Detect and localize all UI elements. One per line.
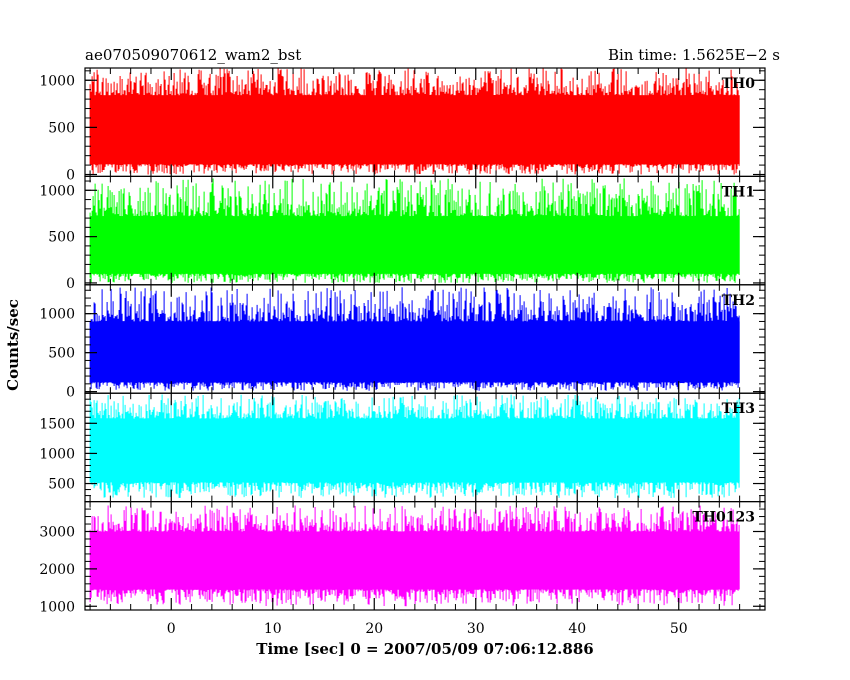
- series-line-th2: [89, 287, 740, 391]
- panel-label-th1: TH1: [722, 184, 755, 200]
- panel-th3: 500 1000 1500 TH3: [39, 392, 766, 503]
- y-tick-label: 1500: [39, 416, 75, 432]
- y-tick-label: 500: [48, 120, 75, 136]
- y-tick-label: 500: [48, 477, 75, 493]
- panel-th0: 0 500 1000 TH0: [39, 67, 766, 184]
- panel-label-th2: TH2: [722, 293, 755, 309]
- panel-th1: 0 500 1000 TH1: [39, 175, 766, 292]
- series-line-th1: [89, 178, 740, 283]
- x-tick-label: 20: [365, 621, 383, 637]
- series-line-th0: [89, 68, 740, 175]
- y-tick-label: 1000: [39, 599, 75, 615]
- x-tick-labels: 0 10 20 30 40 50: [167, 621, 688, 637]
- y-tick-label: 1000: [39, 307, 75, 323]
- panel-label-th3: TH3: [722, 401, 755, 417]
- x-tick-label: 50: [670, 621, 688, 637]
- y-tick-label: 0: [66, 276, 75, 292]
- panel-label-th0: TH0: [722, 76, 756, 92]
- chart-title: ae070509070612_wam2_bst: [85, 46, 301, 64]
- panel-frame: [84, 501, 766, 611]
- series-line-th0123: [89, 505, 740, 607]
- y-tick-label: 2000: [39, 562, 75, 578]
- chart-subtitle: Bin time: 1.5625E−2 s: [608, 46, 780, 64]
- y-tick-label: 1000: [39, 73, 75, 89]
- x-tick-label: 40: [568, 621, 586, 637]
- x-tick-label: 30: [467, 621, 485, 637]
- panel-th0123: 1000 2000 3000 TH0123: [39, 501, 766, 615]
- y-tick-label: 3000: [39, 525, 75, 541]
- x-tick-label: 0: [167, 621, 176, 637]
- panel-th2: 0 500 1000 TH2: [39, 284, 766, 401]
- y-tick-label: 0: [66, 385, 75, 401]
- panels-group: 0 500 1000 TH0 0 500 1000 TH1 0 500 1000 TH2 500 1000…: [39, 67, 766, 615]
- series-line-th3: [89, 394, 740, 498]
- x-tick-label: 10: [264, 621, 282, 637]
- y-axis-label: Counts/sec: [4, 299, 22, 391]
- y-tick-label: 500: [48, 230, 75, 246]
- x-axis-label: Time [sec] 0 = 2007/05/09 07:06:12.886: [256, 640, 593, 658]
- y-tick-label: 1000: [39, 446, 75, 462]
- panel-label-th0123: TH0123: [692, 510, 755, 526]
- y-tick-label: 0: [66, 168, 75, 184]
- y-tick-label: 500: [48, 346, 75, 362]
- y-tick-label: 1000: [39, 183, 75, 199]
